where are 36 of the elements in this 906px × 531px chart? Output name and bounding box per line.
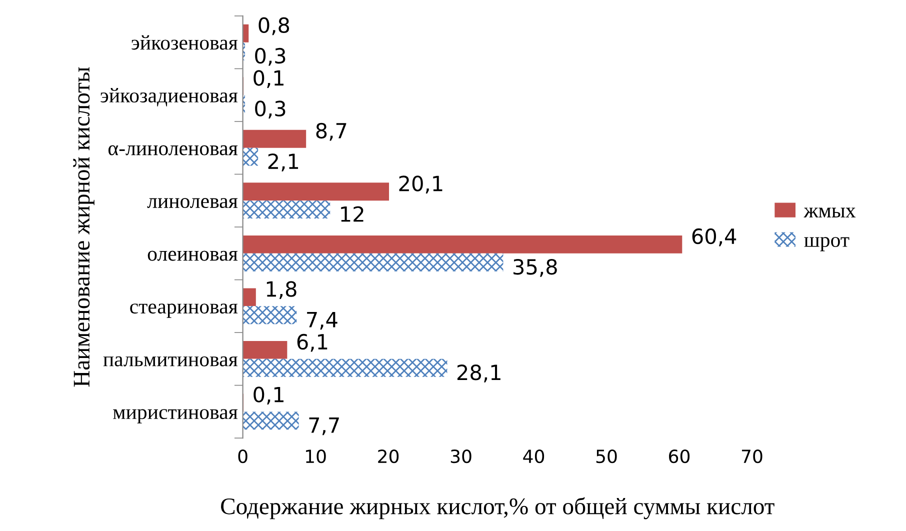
y-tick-label: линолевая [147,198,238,208]
y-tick-label: пальмитиновая [103,356,238,366]
y-tick-label: олеиновая [148,250,238,261]
data-label: 20,1 [399,176,442,194]
data-label: 12 [341,206,364,222]
data-label: 0,8 [258,17,290,36]
x-tick-label: 60 [669,450,690,464]
data-label: 2,1 [268,153,298,172]
data-label: 0,3 [255,100,286,119]
y-tick-label: α-линоленовая [108,145,238,156]
x-axis-title: Содержание жирных кислот,% от общей суммы кислот [221,497,774,520]
x-tick-label: 40 [523,450,544,464]
data-label: 0,3 [255,48,286,66]
x-tick-label: 70 [742,450,762,464]
y-tick-label: стеариновая [130,304,238,318]
y-tick-label: миристиновая [113,409,238,424]
y-tick-label: эйкозадиеновая [100,88,238,106]
x-tick-label: 30 [450,450,472,464]
data-label: 8,7 [316,122,346,141]
data-label: 1,8 [266,281,296,300]
data-label: 0,1 [254,386,284,405]
x-tick-label: 0 [238,450,248,464]
legend-label: шрот [804,236,850,252]
data-label: 35,8 [514,258,557,277]
x-tick-label: 50 [596,450,617,464]
y-tick-label: эйкозеновая [132,35,238,50]
data-label: 7,7 [309,418,339,436]
x-tick-label: 10 [306,450,326,464]
data-label: 0,1 [254,70,284,88]
data-label: 60,4 [692,228,736,246]
data-label: 6,1 [297,334,328,352]
legend-label: жмых [804,208,856,218]
data-label: 7,4 [307,312,338,330]
y-axis-title: Наименование жирной кислоты [73,67,94,387]
data-label: 28,1 [457,364,500,382]
x-tick-label: 20 [378,450,399,464]
